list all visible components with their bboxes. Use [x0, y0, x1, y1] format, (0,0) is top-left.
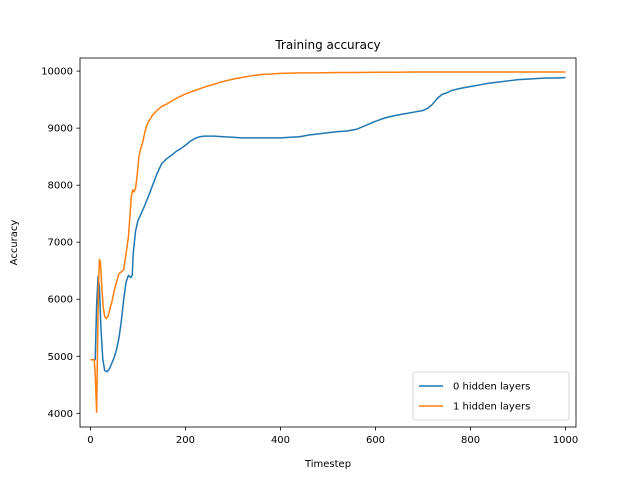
y-tick-label: 7000	[48, 238, 73, 249]
x-axis-label: Timestep	[304, 459, 351, 470]
series-line-0	[90, 76, 566, 373]
y-tick-label: 5000	[48, 352, 73, 363]
y-tick-label: 6000	[48, 295, 73, 306]
series-line-1	[90, 71, 566, 413]
x-tick-label: 200	[176, 435, 195, 446]
x-tick-label: 1000	[553, 435, 578, 446]
x-tick-label: 400	[271, 435, 290, 446]
x-tick-label: 800	[461, 435, 480, 446]
x-tick-label: 600	[366, 435, 385, 446]
y-tick-label: 4000	[48, 409, 73, 420]
chart-title: Training accuracy	[274, 38, 380, 52]
y-tick-label: 9000	[48, 124, 73, 135]
y-tick-label: 8000	[48, 181, 73, 192]
legend-label-0: 0 hidden layers	[453, 382, 530, 393]
y-axis: 4000 5000 6000 7000 8000 9000 10000	[41, 67, 80, 420]
x-axis: 0 200 400 600 800 1000	[87, 427, 578, 446]
x-tick-label: 0	[87, 435, 93, 446]
y-tick-label: 10000	[41, 67, 73, 78]
y-axis-label: Accuracy	[9, 220, 20, 266]
legend: 0 hidden layers 1 hidden layers	[412, 371, 570, 421]
legend-box	[412, 371, 570, 421]
legend-label-1: 1 hidden layers	[453, 402, 530, 413]
plot-lines	[90, 71, 566, 413]
